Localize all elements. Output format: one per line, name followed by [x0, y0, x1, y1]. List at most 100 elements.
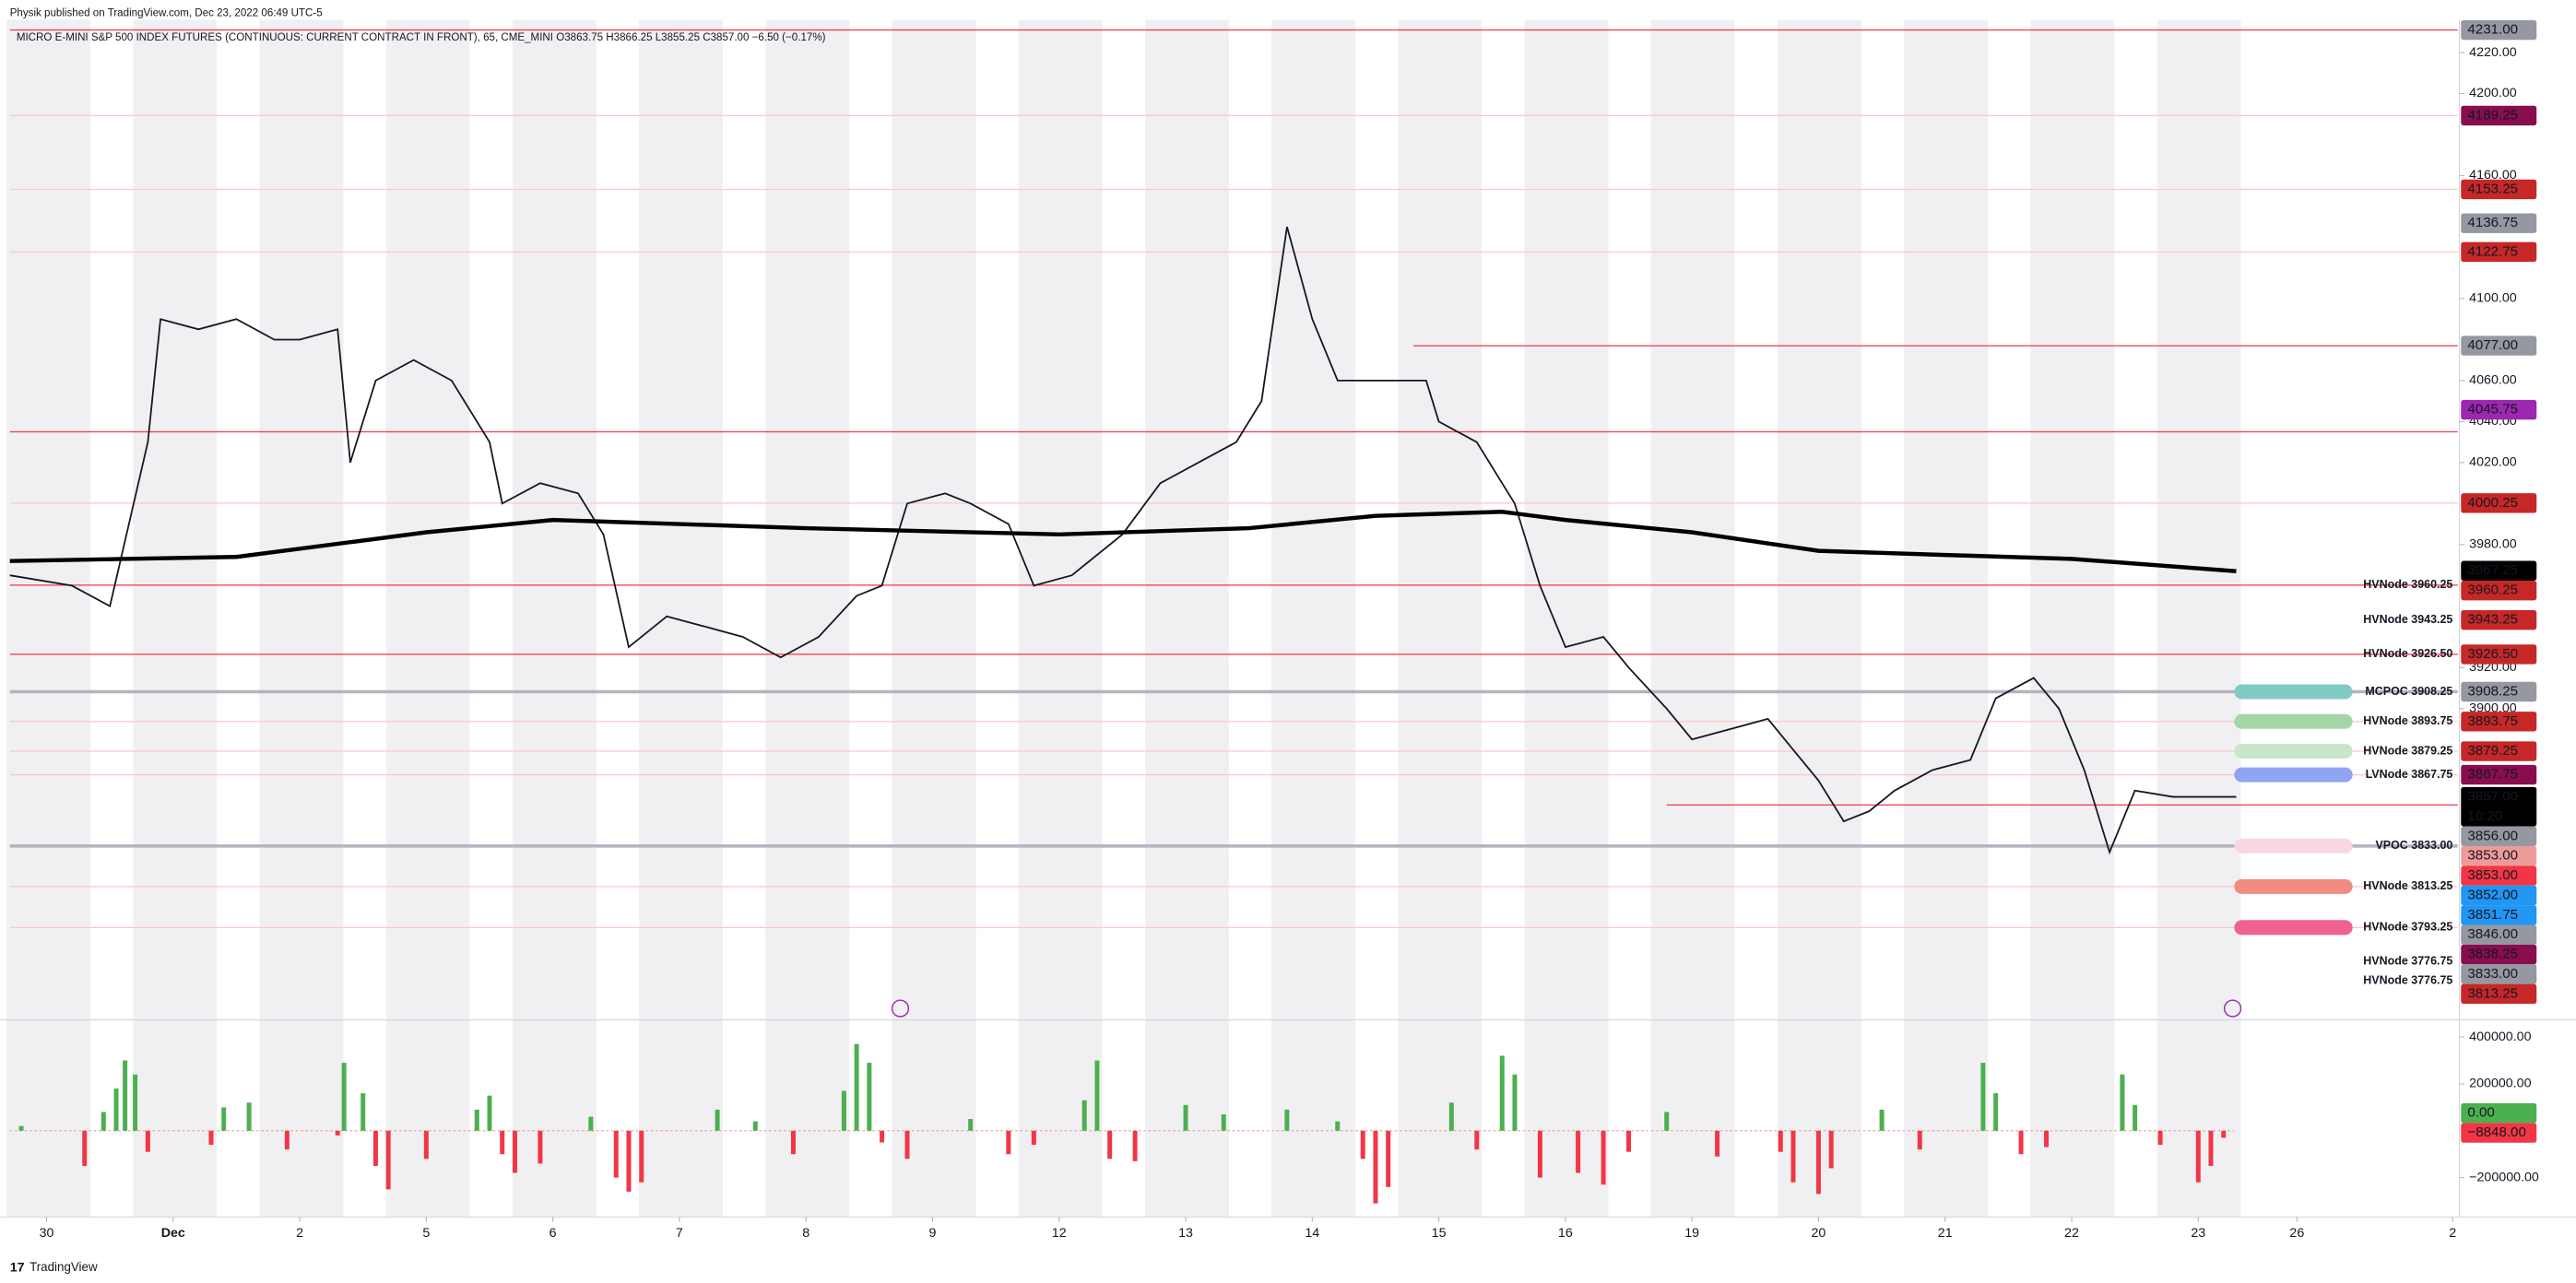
session-band — [639, 19, 724, 1218]
delta-bar — [1031, 1130, 1036, 1146]
delta-bar — [1778, 1130, 1783, 1152]
delta-bar — [752, 1121, 758, 1131]
node-label: HVNode 3776.75 — [2363, 974, 2452, 987]
delta-bar — [2208, 1130, 2214, 1166]
delta-bar — [1373, 1130, 1378, 1204]
value-badge-label: −8848.00 — [2467, 1124, 2526, 1140]
x-tick-label: 12 — [1052, 1226, 1067, 1241]
delta-bar — [1448, 1102, 1454, 1131]
price-badge-label: 4153.25 — [2467, 181, 2518, 196]
session-band — [2157, 19, 2241, 1218]
session-band — [1018, 19, 1103, 1218]
price-badge-label: 3853.00 — [2467, 848, 2518, 864]
y-tick-label: 400000.00 — [2469, 1030, 2531, 1044]
x-tick-label: 26 — [2289, 1226, 2304, 1241]
delta-bar — [588, 1116, 594, 1131]
price-badge — [2461, 681, 2537, 702]
price-badge-label: 3967.25 — [2467, 562, 2518, 578]
x-tick-label: 16 — [1558, 1226, 1573, 1241]
node-label: HVNode 3879.25 — [2363, 744, 2452, 757]
delta-bar — [221, 1107, 227, 1131]
brand: TradingView — [30, 1260, 98, 1274]
x-tick-label: Dec — [161, 1226, 185, 1241]
vwap-line — [9, 509, 2237, 573]
delta-bar — [1993, 1093, 1999, 1131]
session-band — [1144, 19, 1229, 1218]
price-badge-label: 3846.00 — [2467, 926, 2518, 942]
node-label: HVNode 3893.75 — [2363, 714, 2452, 727]
price-badge — [2461, 609, 2537, 630]
price-badge — [2461, 885, 2537, 906]
y-tick-label: 4220.00 — [2469, 45, 2517, 60]
price-badge-label: 3893.75 — [2467, 713, 2518, 729]
x-tick-label: 19 — [1684, 1226, 1699, 1241]
event-icon[interactable] — [891, 999, 910, 1018]
delta-bar — [208, 1130, 214, 1146]
price-badge-label: 3960.25 — [2467, 583, 2518, 598]
price-badge — [2461, 964, 2537, 984]
node-pill — [2234, 684, 2353, 700]
delta-bar — [284, 1130, 290, 1150]
delta-bar — [715, 1109, 720, 1131]
x-tick-label: 20 — [1812, 1226, 1826, 1241]
session-band — [6, 19, 91, 1218]
price-badge-label: 3879.25 — [2467, 743, 2518, 759]
delta-bar — [1360, 1130, 1365, 1159]
delta-bar — [1474, 1130, 1480, 1150]
delta-bar — [474, 1109, 479, 1131]
event-icon[interactable] — [2223, 999, 2242, 1018]
countdown-label: 10:20 — [2467, 808, 2502, 824]
y-tick-label: 4060.00 — [2469, 373, 2517, 388]
delta-bar — [613, 1130, 619, 1178]
delta-bar — [1499, 1055, 1505, 1131]
symbol-info[interactable]: MICRO E-MINI S&P 500 INDEX FUTURES (CONT… — [17, 32, 826, 43]
node-label: VPOC 3833.00 — [2375, 839, 2452, 852]
price-badge-label: 3852.00 — [2467, 887, 2518, 902]
price-badge — [2461, 241, 2537, 263]
delta-bar — [790, 1130, 796, 1155]
y-tick-label: 4020.00 — [2469, 455, 2517, 470]
delta-bar — [113, 1089, 119, 1131]
price-badge — [2461, 983, 2537, 1005]
delta-bar — [2133, 1104, 2138, 1131]
session-band — [1777, 19, 1861, 1218]
session-band — [1524, 19, 1609, 1218]
price-badge-label: 3908.25 — [2467, 683, 2518, 699]
price-badge — [2461, 179, 2537, 200]
session-band — [259, 19, 344, 1218]
price-badge-label: 4189.25 — [2467, 107, 2518, 123]
node-label: HVNode 3960.25 — [2363, 578, 2452, 591]
x-tick-label: 2 — [2449, 1226, 2456, 1241]
price-badge — [2461, 105, 2537, 126]
price-badge-label: 4136.75 — [2467, 215, 2518, 230]
node-label: HVNode 3926.50 — [2363, 647, 2452, 660]
session-band — [1398, 19, 1483, 1218]
x-tick-label: 23 — [2191, 1226, 2205, 1241]
node-pill — [2234, 878, 2353, 894]
price-badge-label: 3943.25 — [2467, 612, 2518, 628]
price-badge-label: 3838.25 — [2467, 947, 2518, 962]
delta-bar — [1601, 1130, 1606, 1185]
y-tick-label: 4160.00 — [2469, 168, 2517, 182]
price-badge-label: 3853.00 — [2467, 867, 2518, 883]
node-pill — [2234, 713, 2353, 729]
delta-bar — [2018, 1130, 2024, 1155]
node-label: MCPOC 3908.25 — [2365, 685, 2452, 698]
price-line — [9, 226, 2237, 855]
delta-bar — [1386, 1130, 1391, 1187]
x-tick-label: 8 — [802, 1226, 809, 1241]
delta-bar — [512, 1130, 517, 1173]
delta-bar — [82, 1130, 88, 1166]
delta-bar — [18, 1125, 24, 1131]
node-label: HVNode 3943.25 — [2363, 613, 2452, 626]
x-tick-label: 2 — [296, 1226, 303, 1241]
price-badge — [2461, 764, 2537, 785]
delta-bar — [2044, 1130, 2050, 1148]
delta-bar — [360, 1093, 366, 1131]
delta-bar — [500, 1130, 505, 1155]
x-tick-label: 7 — [676, 1226, 683, 1241]
delta-bar — [1094, 1060, 1100, 1131]
price-badge-label: 3926.50 — [2467, 646, 2518, 662]
node-pill — [2234, 743, 2353, 759]
